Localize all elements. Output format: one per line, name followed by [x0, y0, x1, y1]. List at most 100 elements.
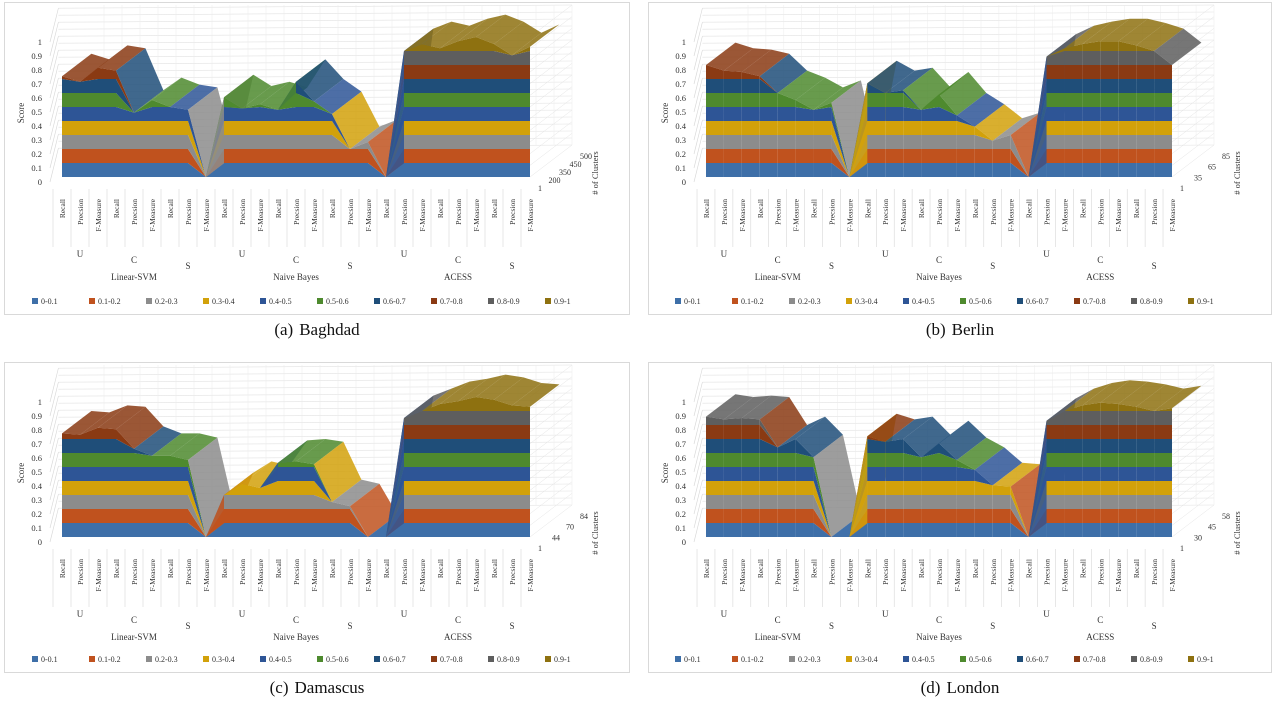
surface-band [494, 121, 512, 135]
caption-tag: (c) [269, 678, 289, 697]
metric-tick-label: Recall [1132, 559, 1141, 578]
surface-band [512, 467, 530, 481]
surface-band [1082, 411, 1101, 425]
surface-band [759, 76, 778, 93]
gridline [49, 480, 59, 515]
surface-band [512, 79, 530, 93]
z-tick-label: 58 [1222, 512, 1230, 521]
set-label: S [347, 621, 352, 631]
surface-band [494, 44, 512, 56]
surface-band [1118, 107, 1137, 121]
set-label: C [775, 255, 781, 265]
gridline [529, 469, 573, 503]
gridline [529, 411, 573, 444]
surface-band [885, 467, 904, 481]
surface-band [939, 523, 957, 537]
surface-band [1136, 411, 1155, 425]
surface-band [759, 467, 778, 481]
surface-band [741, 425, 760, 439]
surface-band [885, 163, 904, 177]
surface-band [741, 467, 760, 481]
surface-band [458, 523, 476, 537]
surface-band [296, 523, 314, 537]
surface-band [759, 163, 778, 177]
surface-band [458, 135, 476, 149]
surface-band [404, 121, 422, 135]
panel-baghdad: 0 0.1 0.2 0.3 0.4 0.5 0.6 0.7 0.8 0.9 1 Score Recall… [4, 2, 630, 347]
metric-tick-label: F-Measure [148, 558, 157, 591]
legend-label: 0.2-0.3 [798, 655, 821, 664]
metric-tick-label: Precsion [130, 559, 139, 585]
y-tick-label: 0.2 [31, 149, 42, 159]
surface-band [422, 149, 440, 163]
surface-band [1136, 439, 1155, 453]
z-tick-label: 1 [538, 544, 542, 553]
metric-tick-label: Precsion [130, 199, 139, 225]
z-tick-label: 500 [580, 152, 592, 161]
legend-swatch [675, 656, 681, 662]
surface-band [903, 509, 922, 523]
set-label: C [775, 615, 781, 625]
surface-band [1136, 467, 1155, 481]
surface-band [1082, 79, 1101, 93]
set-label: U [401, 249, 408, 259]
surface-top [98, 45, 146, 71]
y-tick-label: 0.3 [675, 135, 686, 145]
set-label: S [829, 621, 834, 631]
gridline [702, 371, 1215, 376]
metric-tick-label: F-Measure [148, 198, 157, 231]
metric-tick-label: Recall [810, 559, 819, 578]
metric-tick-label: Precsion [881, 559, 890, 585]
surface-band [476, 523, 494, 537]
surface-band [1064, 65, 1083, 79]
z-tick-label: 65 [1208, 163, 1216, 172]
legend-label: 0-0.1 [684, 655, 701, 664]
y-tick-label: 0.5 [675, 467, 686, 477]
surface-band [80, 427, 98, 439]
surface-top [278, 439, 326, 463]
group-label: ACESS [1086, 272, 1114, 282]
gridline [702, 378, 1215, 383]
surface-band [296, 509, 314, 523]
metric-tick-label: Precsion [1150, 199, 1159, 225]
metric-tick-label: F-Measure [418, 198, 427, 231]
legend-swatch [1017, 656, 1023, 662]
surface-band [813, 135, 832, 149]
surface-band [921, 149, 939, 163]
metric-tick-label: F-Measure [953, 198, 962, 231]
surface-band [494, 495, 512, 509]
gridline [49, 508, 59, 543]
y-axis-label: Score [660, 463, 670, 484]
surface-band [440, 467, 458, 481]
y-axis-label: Score [660, 103, 670, 124]
set-label: U [882, 249, 889, 259]
z-tick-label: 30 [1194, 533, 1202, 542]
metric-tick-label: Recall [328, 199, 337, 218]
surface-top [404, 21, 452, 51]
surface-band [921, 107, 939, 121]
surface-band [1046, 439, 1065, 453]
metric-tick-label: F-Measure [1060, 558, 1069, 591]
surface-band [458, 439, 476, 453]
surface-band [813, 121, 832, 135]
set-label: U [239, 609, 246, 619]
legend-label: 0.4-0.5 [269, 297, 292, 306]
surface-band [278, 509, 296, 523]
surface-band [1100, 41, 1119, 51]
surface-band [1100, 79, 1119, 93]
surface-band [476, 397, 494, 411]
surface-band [476, 135, 494, 149]
surface-band [494, 93, 512, 107]
surface-top [795, 77, 843, 110]
metric-tick-label: F-Measure [418, 558, 427, 591]
gridline [702, 364, 1215, 369]
surface-band [1100, 149, 1119, 163]
gridline [49, 64, 59, 99]
surface-band [921, 121, 939, 135]
legend-label: 0.8-0.9 [497, 297, 520, 306]
surface-band [296, 163, 314, 177]
surface-band [422, 467, 440, 481]
surface-band [1082, 135, 1101, 149]
y-tick-label: 0.2 [675, 509, 686, 519]
surface-band [1136, 453, 1155, 467]
